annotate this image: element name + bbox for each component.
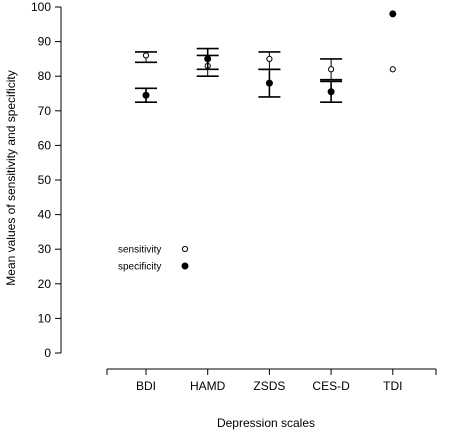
y-tick-label: 0: [44, 346, 51, 360]
y-tick-label: 70: [38, 104, 52, 118]
y-tick-label: 60: [38, 138, 52, 152]
sensitivity-point: [328, 66, 335, 73]
plot-area: [135, 10, 397, 103]
x-tick-label: HAMD: [190, 379, 226, 393]
series-specificity: [135, 10, 397, 103]
y-tick-label: 20: [38, 277, 52, 291]
y-tick-label: 30: [38, 242, 52, 256]
y-ticks: 0 10 20 30 40 50 60 70 80 90 100: [31, 0, 61, 360]
x-axis-title: Depression scales: [217, 416, 315, 430]
y-axis: 0 10 20 30 40 50 60 70 80 90 100: [31, 0, 62, 360]
specificity-point: [327, 88, 335, 96]
x-tick-label: BDI: [136, 379, 156, 393]
legend-marker-specificity: [181, 262, 189, 270]
y-tick-label: 90: [38, 35, 52, 49]
sensitivity-point: [266, 55, 273, 63]
x-tick-label: TDI: [383, 379, 402, 393]
x-tick-label: CES-D: [312, 379, 350, 393]
specificity-point: [389, 10, 397, 18]
y-tick-label: 100: [31, 0, 51, 14]
y-tick-label: 80: [38, 69, 52, 83]
specificity-point: [142, 91, 150, 99]
specificity-point: [204, 55, 212, 63]
series-sensitivity: [135, 51, 396, 81]
legend-marker-sensitivity: [181, 245, 189, 253]
x-ticks: BDI HAMD ZSDS CES-D TDI: [106, 369, 437, 393]
y-tick-label: 40: [38, 208, 52, 222]
legend-label-specificity: specificity: [118, 262, 161, 273]
y-tick-label: 50: [38, 173, 52, 187]
legend-label-sensitivity: sensitivity: [118, 245, 161, 256]
y-axis-title: Mean values of sensitivity and specifici…: [4, 70, 18, 285]
x-axis: BDI HAMD ZSDS CES-D TDI: [106, 368, 437, 393]
y-tick-label: 10: [38, 311, 52, 325]
legend: sensitivity specificity: [118, 245, 189, 273]
specificity-point: [265, 79, 273, 87]
sensitivity-point: [142, 52, 150, 59]
x-tick-label: ZSDS: [253, 379, 285, 393]
sensitivity-point: [389, 66, 396, 73]
